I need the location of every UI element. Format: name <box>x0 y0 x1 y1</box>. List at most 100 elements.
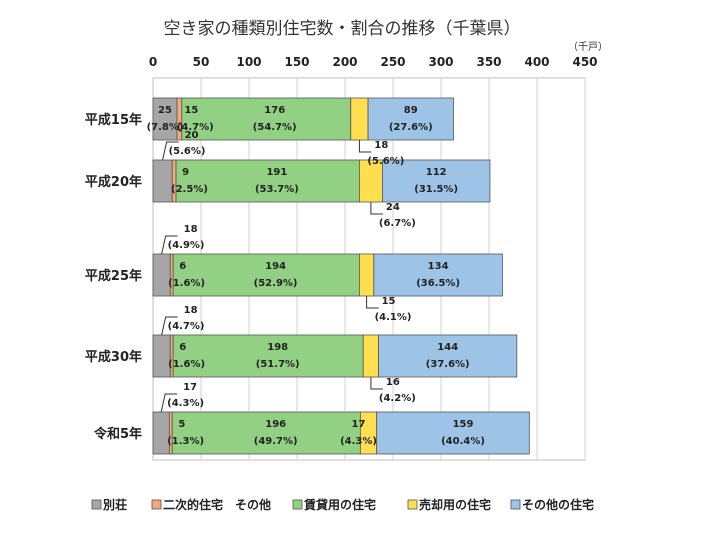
x-tick-label: 50 <box>193 55 210 69</box>
legend-label: 別荘 <box>102 497 127 512</box>
data-label-pct: (4.3%) <box>340 436 377 447</box>
bar-segment <box>169 334 174 378</box>
x-tick-label: 450 <box>572 55 597 69</box>
bar-segment <box>172 253 360 297</box>
x-tick-label: 400 <box>524 55 549 69</box>
data-label: 17 <box>352 419 366 430</box>
leader-line <box>370 202 383 215</box>
data-label-pct: (7.8%) <box>147 122 184 133</box>
data-label: 15 <box>184 105 198 116</box>
legend-swatch <box>151 499 162 510</box>
data-label: 18 <box>184 305 198 316</box>
data-label-pct: (51.7%) <box>256 359 300 370</box>
data-label-pct: (49.7%) <box>254 436 298 447</box>
x-tick-label: 200 <box>332 55 357 69</box>
bar-segment <box>358 253 375 297</box>
category-label: 平成20年 <box>85 174 142 190</box>
category-label: 平成30年 <box>85 349 142 365</box>
data-label: 6 <box>179 342 186 353</box>
bar-segment <box>376 411 530 455</box>
bar-segment <box>152 159 173 203</box>
bar-segment <box>367 97 454 141</box>
data-label-pct: (4.1%) <box>375 312 412 323</box>
data-label: 5 <box>178 419 185 430</box>
leader-line <box>370 377 383 390</box>
data-label-pct: (52.9%) <box>254 278 298 289</box>
bar-segment <box>382 159 491 203</box>
leader-line <box>160 393 178 413</box>
data-label-pct: (31.5%) <box>414 184 458 195</box>
chart-title: 空き家の種類別住宅数・割合の推移（千葉県） <box>164 19 521 39</box>
bar-segment <box>152 253 171 297</box>
data-label-pct: (6.7%) <box>379 218 416 229</box>
legend-swatch <box>407 499 418 510</box>
legend-label: 売却用の住宅 <box>419 497 491 512</box>
data-label-pct: (53.7%) <box>255 184 299 195</box>
bar-segment <box>362 334 379 378</box>
data-label: 144 <box>437 342 458 353</box>
bar-segment <box>176 97 183 141</box>
data-label-pct: (5.6%) <box>169 146 206 157</box>
bar-segment <box>373 253 503 297</box>
x-tick-label: 350 <box>476 55 501 69</box>
legend-label: 賃貸用の住宅 <box>303 497 376 512</box>
data-label: 16 <box>386 377 400 388</box>
data-label: 18 <box>374 140 388 151</box>
category-label: 平成15年 <box>85 112 142 128</box>
data-label: 9 <box>182 167 189 178</box>
bar-segment <box>152 334 171 378</box>
bar-segment <box>169 253 174 297</box>
legend-swatch <box>292 499 303 510</box>
legend-swatch <box>510 499 521 510</box>
data-label-pct: (4.7%) <box>177 122 214 133</box>
data-label-pct: (1.3%) <box>167 436 204 447</box>
data-label-pct: (2.5%) <box>171 184 208 195</box>
data-label: 134 <box>428 261 449 272</box>
data-label: 20 <box>185 130 199 141</box>
bar-segment <box>378 334 518 378</box>
data-label: 25 <box>158 105 172 116</box>
data-label: 24 <box>386 202 400 213</box>
data-label: 17 <box>183 382 197 393</box>
leader-line <box>161 316 178 336</box>
data-label: 191 <box>266 167 287 178</box>
data-label: 6 <box>179 261 186 272</box>
data-label-pct: (4.2%) <box>379 393 416 404</box>
leader-line <box>162 141 179 161</box>
bar-segment <box>152 411 170 455</box>
bar-segment <box>171 411 361 455</box>
bar-segment <box>171 159 177 203</box>
data-label-pct: (27.6%) <box>389 122 433 133</box>
x-tick-label: 100 <box>236 55 261 69</box>
category-label: 平成25年 <box>85 268 142 284</box>
data-label: 198 <box>267 342 288 353</box>
legend-swatch <box>91 499 102 510</box>
data-label-pct: (37.6%) <box>426 359 470 370</box>
data-label-pct: (5.6%) <box>367 156 404 167</box>
data-label-pct: (4.7%) <box>168 321 205 332</box>
data-label: 15 <box>382 296 396 307</box>
data-label: 194 <box>265 261 286 272</box>
data-label-pct: (40.4%) <box>441 436 485 447</box>
data-label: 176 <box>264 105 285 116</box>
x-tick-label: 150 <box>284 55 309 69</box>
data-label-pct: (4.9%) <box>168 240 205 251</box>
bar-segment <box>168 411 173 455</box>
x-tick-label: 250 <box>380 55 405 69</box>
legend-label: その他の住宅 <box>522 497 594 512</box>
unit-label: （千戸） <box>568 41 608 53</box>
data-label: 159 <box>453 419 474 430</box>
data-label: 89 <box>404 105 418 116</box>
leader-line <box>366 296 379 309</box>
data-label-pct: (54.7%) <box>253 122 297 133</box>
data-label-pct: (36.5%) <box>416 278 460 289</box>
leader-line <box>358 140 372 153</box>
leader-line <box>161 235 178 255</box>
bar-segment <box>350 97 369 141</box>
data-label: 112 <box>426 167 447 178</box>
data-label-pct: (1.6%) <box>168 359 205 370</box>
data-label: 18 <box>184 224 198 235</box>
bar-segment <box>175 159 360 203</box>
bar-segment <box>172 334 364 378</box>
